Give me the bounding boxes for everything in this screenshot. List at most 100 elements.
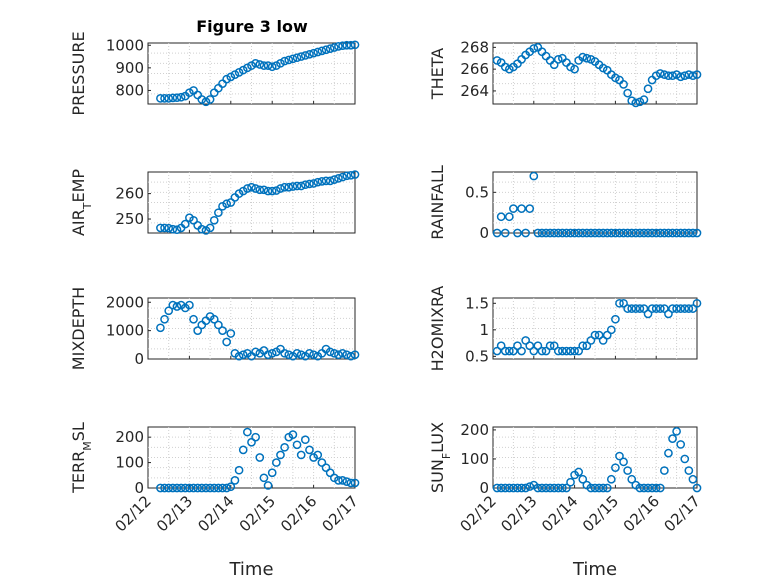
data-point — [172, 302, 182, 311]
data-point — [259, 61, 269, 70]
y-tick-label: 0 — [479, 479, 489, 497]
data-point — [660, 228, 669, 238]
data-point — [267, 186, 277, 196]
data-point — [193, 483, 203, 493]
y-tick-label: 1000 — [106, 36, 144, 54]
data-point — [549, 341, 559, 351]
data-point — [346, 40, 356, 50]
data-point — [201, 483, 211, 493]
data-point — [255, 185, 265, 195]
data-point — [660, 466, 669, 475]
data-point — [672, 427, 681, 436]
data-point — [492, 483, 502, 493]
data-point — [309, 179, 318, 188]
data-point — [259, 473, 269, 483]
data-point — [189, 215, 198, 225]
y-tick-label: 800 — [115, 81, 144, 99]
data-point — [586, 228, 596, 238]
data-point — [226, 482, 236, 492]
data-point — [205, 483, 215, 493]
data-point — [338, 348, 347, 358]
figure-title: Figure 3 low — [196, 17, 308, 36]
data-point — [234, 351, 244, 361]
panel-pressure: 800 900 1000 PRESSURE — [69, 31, 360, 116]
data-point — [619, 228, 628, 238]
data-point — [160, 94, 169, 103]
data-point — [590, 330, 600, 340]
data-point — [160, 483, 169, 493]
data-point — [594, 228, 604, 238]
data-point — [164, 94, 174, 103]
data-point — [598, 336, 608, 345]
data-point — [338, 172, 347, 182]
data-point — [325, 468, 335, 478]
data-point — [562, 228, 571, 238]
data-point — [619, 298, 628, 308]
data-point — [529, 346, 539, 356]
data-point — [350, 478, 360, 488]
data-point — [635, 228, 645, 238]
data-point — [346, 351, 356, 361]
x-axis-label: Time — [572, 559, 617, 580]
data-point — [509, 346, 518, 356]
data-point — [313, 450, 323, 460]
data-point — [688, 71, 698, 81]
data-point — [234, 68, 244, 77]
data-point — [317, 46, 327, 56]
data-point — [305, 179, 314, 189]
x-tick-label: 02/17 — [319, 492, 362, 535]
data-point — [317, 177, 327, 186]
data-point — [541, 346, 551, 356]
data-point — [267, 348, 277, 358]
data-point — [631, 228, 641, 238]
data-point — [525, 204, 535, 213]
data-point — [504, 483, 514, 493]
y-tick-label: 200 — [115, 428, 144, 446]
data-point — [582, 53, 592, 63]
data-point — [280, 182, 289, 192]
data-point — [284, 55, 294, 65]
data-point — [329, 175, 339, 184]
x-tick-label: 02/14 — [538, 492, 581, 535]
data-point — [513, 341, 522, 351]
data-point — [553, 483, 563, 493]
data-point — [602, 330, 612, 340]
data-point — [205, 95, 215, 104]
y-tick-label: 100 — [115, 454, 144, 472]
data-point — [296, 350, 306, 360]
data-point — [168, 93, 178, 103]
data-point — [288, 182, 298, 191]
data-point — [537, 228, 547, 238]
data-point — [300, 180, 310, 190]
x-tick-label: 02/16 — [620, 492, 663, 535]
data-point — [570, 346, 579, 356]
data-point — [635, 483, 645, 493]
data-point — [500, 483, 510, 493]
data-point — [321, 45, 331, 55]
y-tick-label: 0.5 — [465, 183, 489, 201]
data-point — [623, 228, 632, 238]
data-point — [329, 348, 339, 358]
data-point — [643, 309, 653, 319]
data-point — [325, 347, 335, 357]
data-point — [562, 483, 571, 493]
data-point — [688, 228, 698, 238]
y-tick-label: 1 — [479, 321, 489, 339]
data-point — [623, 88, 632, 98]
data-point — [558, 346, 567, 356]
data-point — [247, 182, 256, 192]
data-point — [672, 228, 681, 238]
data-point — [517, 204, 526, 213]
data-point — [611, 314, 620, 324]
data-point — [643, 84, 653, 94]
data-point — [243, 184, 252, 193]
data-point — [676, 440, 686, 449]
y-tick-label: 268 — [460, 38, 489, 56]
data-point — [647, 483, 657, 493]
data-point — [218, 483, 227, 493]
data-point — [238, 65, 248, 75]
x-tick-label: 02/13 — [497, 492, 540, 535]
data-point — [168, 483, 178, 493]
data-point — [606, 474, 616, 484]
data-point — [296, 52, 306, 61]
